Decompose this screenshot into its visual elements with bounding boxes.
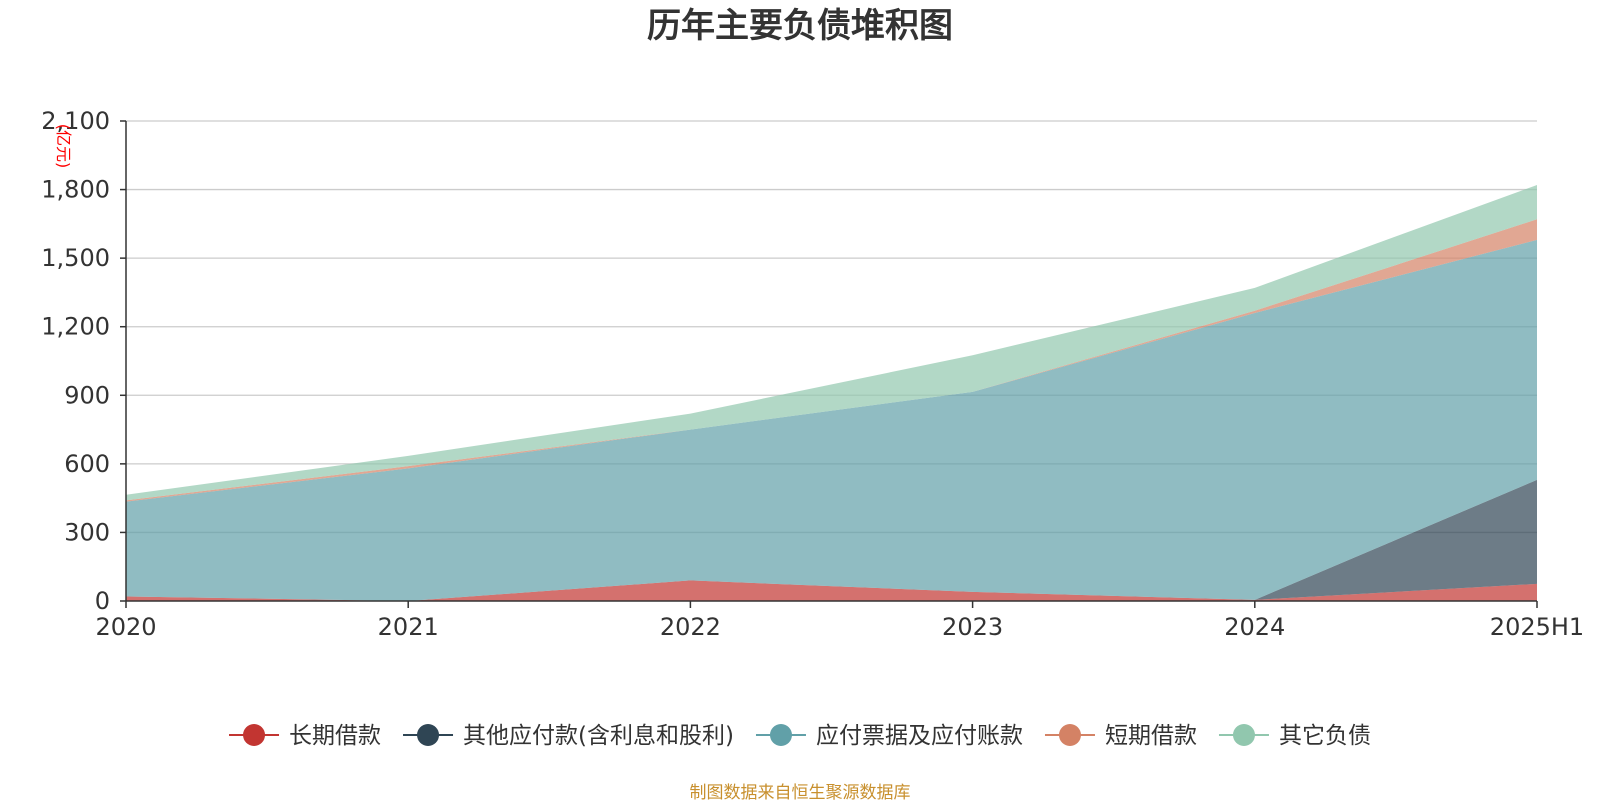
legend-item-3: 短期借款 <box>1044 723 1197 749</box>
source-note: 制图数据来自恒生聚源数据库 <box>689 783 911 803</box>
legend-marker <box>1058 724 1081 746</box>
legend-label: 长期借款 <box>289 723 381 749</box>
area-series-group <box>126 185 1537 601</box>
legend-label: 其他应付款(含利息和股利) <box>463 723 734 749</box>
legend-label: 应付票据及应付账款 <box>816 723 1023 749</box>
y-tick-label: 1,200 <box>41 313 110 341</box>
x-tick-label: 2025H1 <box>1490 613 1584 641</box>
legend-item-1: 其他应付款(含利息和股利) <box>403 723 734 749</box>
legend: 长期借款 其他应付款(含利息和股利) 应付票据及应付账款 短期借款 其它负债 <box>229 723 1371 749</box>
x-tick-label: 2023 <box>942 613 1003 641</box>
legend-label: 短期借款 <box>1105 723 1197 749</box>
y-tick-label: 300 <box>64 518 110 546</box>
y-tick-label: 600 <box>64 450 110 478</box>
x-tick-label: 2021 <box>378 613 439 641</box>
x-tick-label: 2024 <box>1224 613 1285 641</box>
legend-item-0: 长期借款 <box>229 723 381 749</box>
legend-item-2: 应付票据及应付账款 <box>755 723 1023 749</box>
y-tick-label: 2,100 <box>41 107 110 135</box>
x-tick-label: 2022 <box>660 613 721 641</box>
legend-marker <box>417 724 440 746</box>
legend-marker <box>243 724 266 746</box>
area-series-1 <box>126 479 1537 601</box>
y-tick-label: 900 <box>64 381 110 409</box>
area-series-2 <box>126 239 1537 601</box>
y-tick-label: 0 <box>95 587 110 615</box>
y-unit-label: (亿元) <box>54 124 73 169</box>
y-tick-label: 1,500 <box>41 244 110 272</box>
x-axis-ticks: 2020 2021 2022 2023 2024 2025H1 <box>95 601 1584 641</box>
chart-title: 历年主要负债堆积图 <box>647 6 953 46</box>
legend-marker <box>769 724 792 746</box>
legend-label: 其它负债 <box>1279 723 1371 749</box>
x-tick-label: 2020 <box>95 613 156 641</box>
legend-marker <box>1232 724 1255 746</box>
legend-item-4: 其它负债 <box>1218 723 1371 749</box>
y-tick-label: 1,800 <box>41 176 110 204</box>
area-series-0 <box>126 580 1537 601</box>
y-axis-ticks: 0 300 600 900 1,200 1,500 1,800 2,100 <box>41 107 126 615</box>
